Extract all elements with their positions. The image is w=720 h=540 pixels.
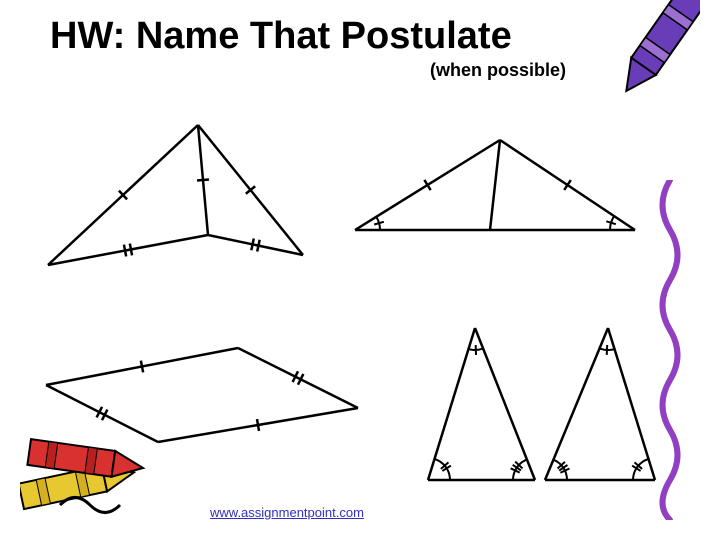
diagram-bottom-right (420, 320, 660, 495)
page-subtitle: (when possible) (430, 60, 566, 81)
diagram-top-right (345, 130, 645, 250)
page-title: HW: Name That Postulate (50, 15, 512, 58)
crayon-icon (20, 435, 160, 530)
crayon-icon (610, 0, 700, 115)
diagram-top-left (38, 115, 318, 285)
wavy-line-icon (650, 180, 690, 525)
footer-link[interactable]: www.assignmentpoint.com (210, 505, 364, 520)
